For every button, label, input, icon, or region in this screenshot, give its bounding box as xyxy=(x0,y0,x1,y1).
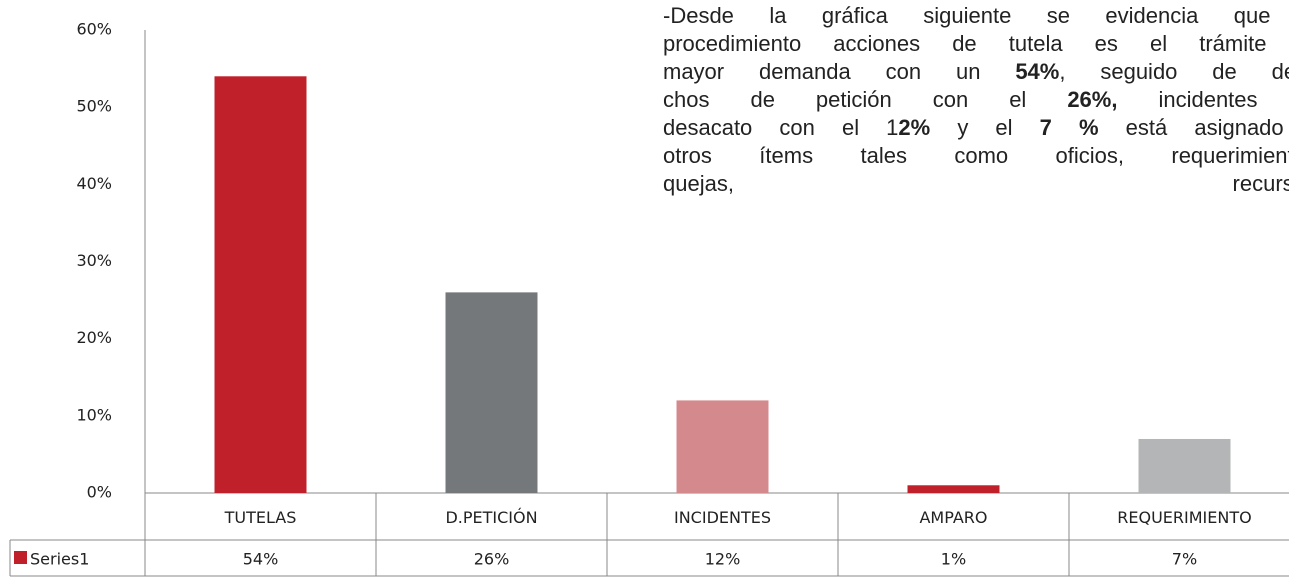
table-value: 54% xyxy=(243,550,279,569)
text-run: desacato con el 1 xyxy=(663,115,899,140)
text-run: mayor demanda con un xyxy=(663,59,1016,84)
text-run: -Desde la gráfica siguiente se evidencia… xyxy=(663,3,1289,28)
table-value: 1% xyxy=(941,550,966,569)
text-line: procedimiento acciones de tutela es el t… xyxy=(663,30,1289,58)
table-value: 7% xyxy=(1172,550,1197,569)
text-line: quejas, recursos. xyxy=(663,170,1289,198)
text-run: , seguido de dere- xyxy=(1059,59,1289,84)
x-tick-label: D.PETICIÓN xyxy=(445,508,537,527)
text-run: procedimiento acciones de tutela es el t… xyxy=(663,31,1289,56)
bar xyxy=(445,292,538,493)
text-line: -Desde la gráfica siguiente se evidencia… xyxy=(663,2,1289,30)
text-run: 7 % xyxy=(1039,115,1099,140)
x-tick-label: TUTELAS xyxy=(224,508,297,527)
text-run: otros ítems tales como oficios, requerim… xyxy=(663,143,1289,168)
y-tick-label: 30% xyxy=(76,251,112,270)
y-tick-label: 40% xyxy=(76,174,112,193)
text-run: 26%, xyxy=(1067,87,1118,112)
text-run: chos de petición con el xyxy=(663,87,1068,112)
text-run: 54% xyxy=(1015,59,1060,84)
x-tick-label: REQUERIMIENTO xyxy=(1117,508,1251,527)
text-run: está asignado a xyxy=(1125,115,1284,140)
table-value: 12% xyxy=(705,550,741,569)
bar xyxy=(676,400,769,493)
y-tick-label: 50% xyxy=(76,97,112,116)
legend-key xyxy=(14,551,27,564)
text-line: mayor demanda con un 54%, seguido de der… xyxy=(663,58,1289,86)
bar xyxy=(1138,438,1231,493)
text-run: quejas, recursos. xyxy=(663,171,1289,196)
bar xyxy=(907,485,1000,493)
text-line: otros ítems tales como oficios, requerim… xyxy=(663,142,1289,170)
x-tick-label: INCIDENTES xyxy=(674,508,771,527)
table-value: 26% xyxy=(474,550,510,569)
y-tick-label: 60% xyxy=(76,20,112,39)
paragraph: -Desde la gráfica siguiente se evidencia… xyxy=(663,2,1289,198)
y-tick-label: 20% xyxy=(76,328,112,347)
bar xyxy=(214,76,307,494)
legend-label: Series1 xyxy=(30,550,89,569)
text-line: chos de petición con el 26%, incidentes … xyxy=(663,86,1289,114)
y-tick-label: 10% xyxy=(76,405,112,424)
text-run: incidentes de xyxy=(1158,87,1258,112)
text-run: y el xyxy=(930,115,1040,140)
text-run: 2% xyxy=(898,115,931,140)
text-line: desacato con el 12% y el 7 % está asigna… xyxy=(663,114,1289,142)
y-tick-label: 0% xyxy=(87,483,112,502)
x-tick-label: AMPARO xyxy=(919,508,987,527)
